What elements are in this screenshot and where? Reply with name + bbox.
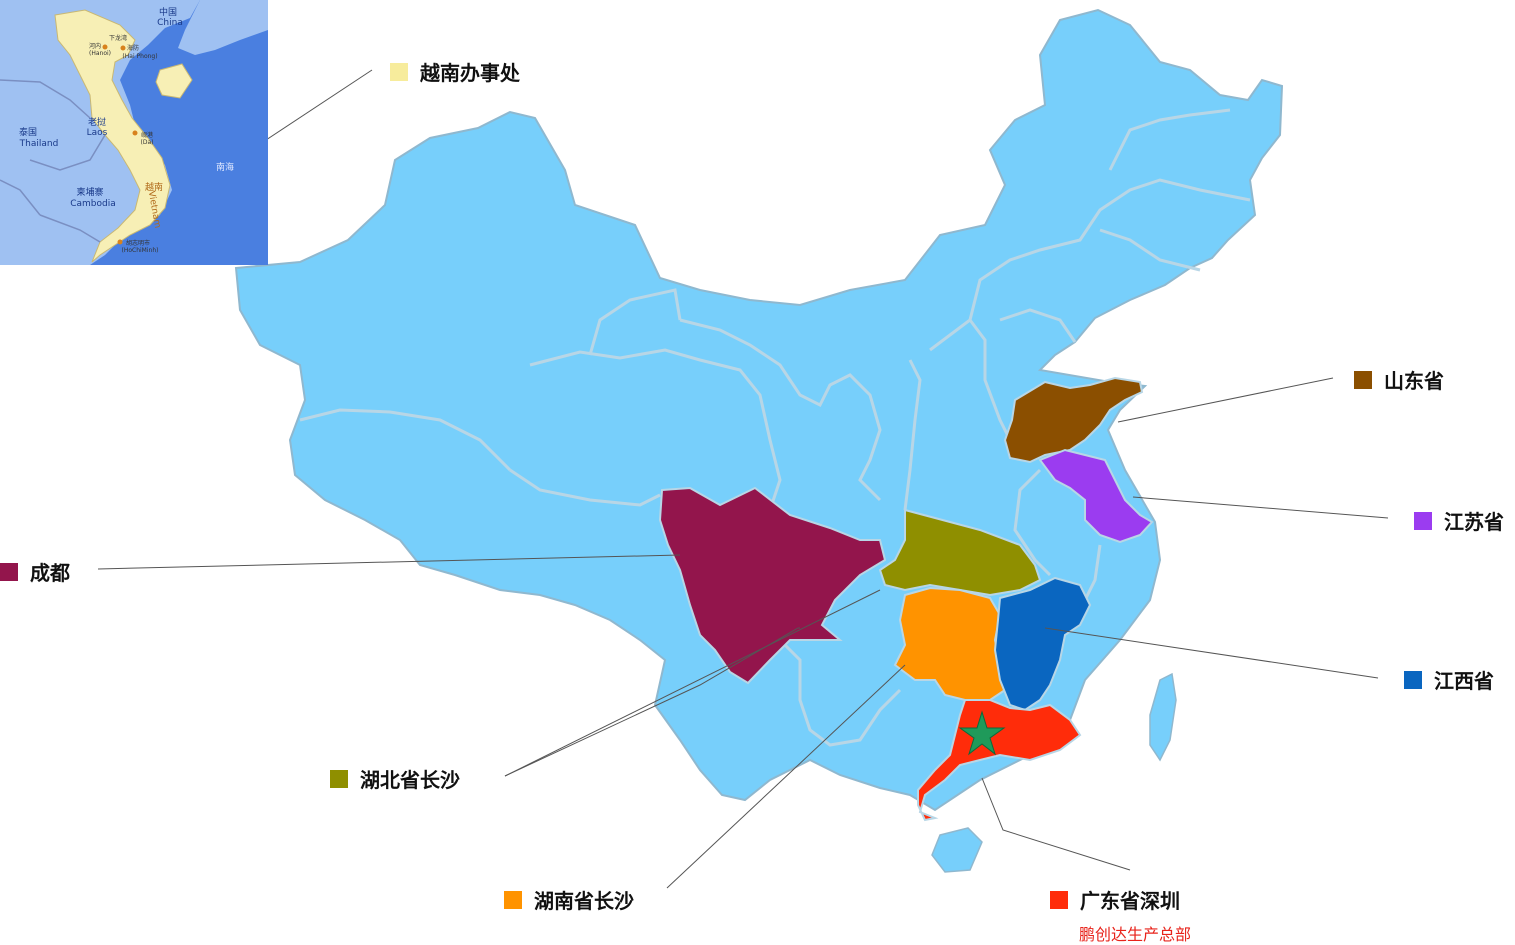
inset-city-dot (102, 44, 108, 50)
legend-label: 成都 (30, 561, 70, 585)
legend-label: 山东省 (1384, 369, 1444, 393)
inset-label: 岘港 (141, 131, 153, 139)
legend-label: 湖南省长沙 (534, 889, 634, 913)
inset-china-land (178, 0, 268, 55)
legend-label: 越南办事处 (420, 61, 520, 85)
region-shandong[interactable] (1003, 376, 1144, 464)
legend-swatch (1404, 670, 1422, 689)
vietnam-inset-map: 中国 China 老挝 Laos 泰国 Thailand 柬埔寨 Cambodi… (0, 0, 268, 265)
headquarters-note: 鹏创达生产总部 (1079, 925, 1192, 944)
inset-label: 海防 (127, 44, 139, 52)
inset-label: 泰国 (19, 126, 37, 138)
region-jiangxi[interactable] (993, 576, 1092, 712)
legend-label: 江苏省 (1444, 510, 1504, 534)
headquarters-star-icon[interactable] (958, 710, 1006, 756)
legend-label: 江西省 (1434, 669, 1494, 693)
inset-label: (Da) (141, 139, 154, 146)
inset-label: 河内 (89, 42, 101, 50)
legend-chengdu[interactable]: 成都 (0, 557, 70, 586)
legend-label: 广东省深圳 (1080, 889, 1180, 913)
inset-label: 南海 (216, 161, 234, 173)
legend-swatch (1050, 890, 1068, 909)
legend-swatch (1414, 511, 1432, 530)
china-mainland (234, 8, 1284, 812)
region-chengdu[interactable] (658, 486, 887, 685)
inset-hainan (155, 63, 193, 99)
region-guangdong[interactable] (917, 699, 1082, 822)
inset-label: Laos (87, 128, 108, 138)
inset-label: China (157, 18, 183, 28)
inset-label: 柬埔寨 (76, 186, 103, 198)
taiwan (1149, 672, 1177, 762)
inset-label: 下龙湾 (109, 34, 127, 42)
legend-swatch (330, 769, 348, 788)
inset-label: Cambodia (70, 199, 116, 209)
legend-hunan[interactable]: 湖南省长沙 (504, 885, 634, 914)
inset-label: 胡志明市 (126, 239, 150, 247)
legend-swatch (1354, 370, 1372, 389)
inset-city-dot (132, 130, 138, 136)
legend-jiangxi[interactable]: 江西省 (1404, 665, 1494, 694)
legend-hubei[interactable]: 湖北省长沙 (330, 764, 460, 793)
leader-lines (97, 69, 1389, 889)
inset-label: 越南 (145, 181, 163, 193)
legend-vietnam-office[interactable]: 越南办事处 (390, 57, 520, 86)
inset-vietnam (54, 9, 171, 263)
inset-city-dot (117, 239, 123, 245)
legend-shandong[interactable]: 山东省 (1354, 365, 1444, 394)
legend-label: 湖北省长沙 (360, 768, 460, 792)
region-hubei[interactable] (878, 508, 1042, 597)
legend-swatch (390, 62, 408, 81)
inset-label: (HoChiMinh) (122, 247, 159, 254)
inset-city-dot (120, 45, 126, 51)
inset-label: 中国 (159, 6, 177, 18)
inset-label: (Hai Phong) (122, 53, 157, 60)
inset-label: (Hanoi) (89, 50, 111, 57)
legend-swatch (0, 562, 18, 581)
inset-label: Thailand (19, 139, 59, 149)
region-jiangsu[interactable] (1038, 448, 1154, 544)
legend-swatch (504, 890, 522, 909)
hainan (931, 827, 983, 873)
legend-jiangsu[interactable]: 江苏省 (1414, 506, 1504, 535)
legend-guangdong[interactable]: 广东省深圳 (1050, 885, 1180, 914)
inset-label: 老挝 (88, 116, 106, 128)
